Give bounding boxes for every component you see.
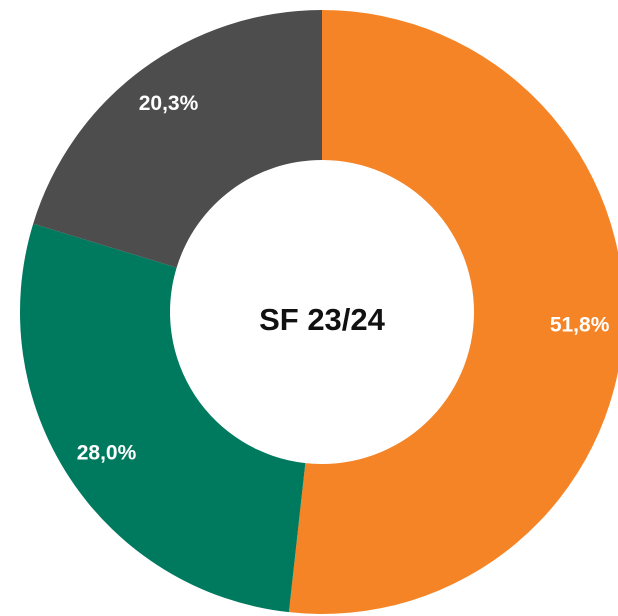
center-label: SF 23/24 [259,302,386,337]
value-label: 51,8% [550,314,610,337]
slices [19,10,618,614]
donut-slice [288,10,618,614]
donut-slice [19,223,306,613]
donut-slice [33,10,323,268]
value-label: 28,0% [77,441,137,464]
value-label: 20,3% [139,92,199,115]
